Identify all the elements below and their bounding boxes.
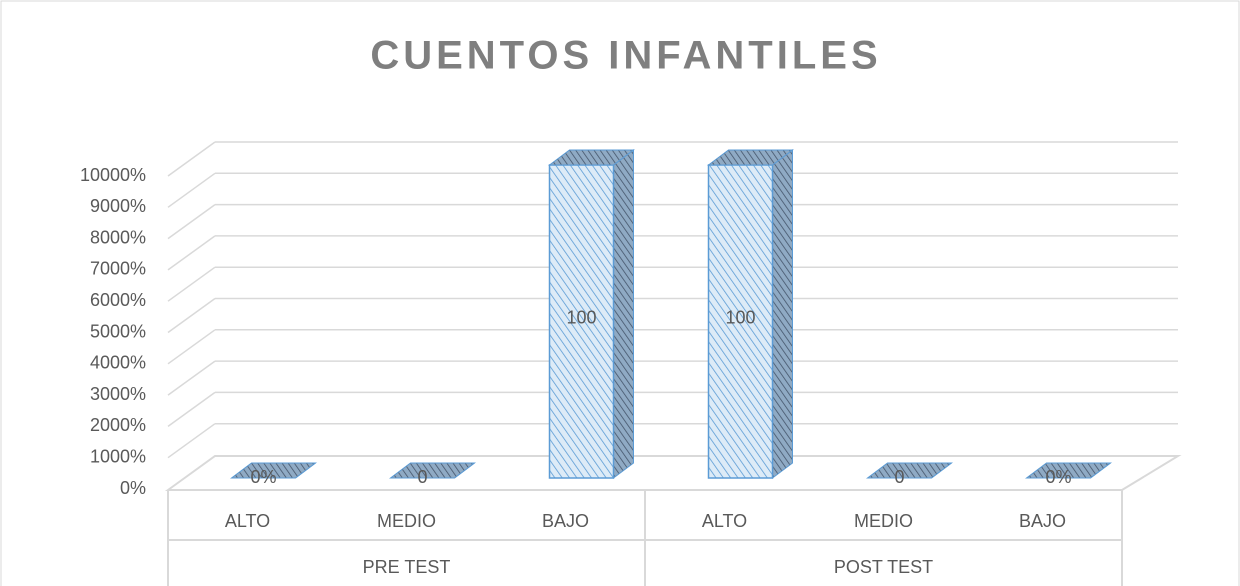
bar-side (613, 149, 634, 479)
data-label: 100 (725, 307, 755, 327)
data-label: 0 (894, 467, 904, 487)
bar-top (866, 462, 953, 479)
bar-top (389, 462, 476, 479)
grid-line (167, 423, 216, 459)
grid-line (167, 266, 216, 302)
bar-top (707, 149, 794, 166)
data-label: 0% (250, 467, 276, 487)
grid-line (167, 360, 216, 396)
group-label: POST TEST (834, 557, 933, 577)
data-label: 0% (1045, 467, 1071, 487)
y-tick-label: 7000% (90, 259, 146, 279)
grid-line (167, 172, 216, 208)
y-tick-label: 9000% (90, 196, 146, 216)
grid-line (167, 329, 216, 365)
x-tick-label: BAJO (1019, 511, 1066, 531)
y-tick-label: 8000% (90, 227, 146, 247)
grid-line (167, 141, 216, 177)
y-tick-label: 10000% (80, 165, 146, 185)
data-label: 0 (417, 467, 427, 487)
grid-line (167, 297, 216, 334)
grid-line (167, 235, 216, 271)
data-label: 100 (566, 307, 596, 327)
y-tick-label: 4000% (90, 353, 146, 373)
bar-top (548, 149, 635, 166)
y-tick-label: 0% (120, 478, 146, 498)
x-tick-label: ALTO (702, 511, 747, 531)
grid-line (167, 391, 216, 428)
x-tick-label: ALTO (225, 511, 270, 531)
y-tick-label: 3000% (90, 384, 146, 404)
x-tick-label: BAJO (542, 511, 589, 531)
x-tick-label: MEDIO (377, 511, 436, 531)
x-tick-label: MEDIO (854, 511, 913, 531)
grid-line (167, 203, 216, 240)
bar-top (230, 462, 317, 479)
y-tick-label: 1000% (90, 446, 146, 466)
y-tick-label: 5000% (90, 321, 146, 341)
y-tick-label: 6000% (90, 290, 146, 310)
bar-top (1025, 462, 1112, 479)
group-label: PRE TEST (363, 557, 451, 577)
bar (548, 164, 615, 479)
bar-side (772, 149, 793, 479)
chart-title: CUENTOS INFANTILES (370, 34, 881, 78)
floor (164, 455, 1182, 491)
y-tick-label: 2000% (90, 415, 146, 435)
